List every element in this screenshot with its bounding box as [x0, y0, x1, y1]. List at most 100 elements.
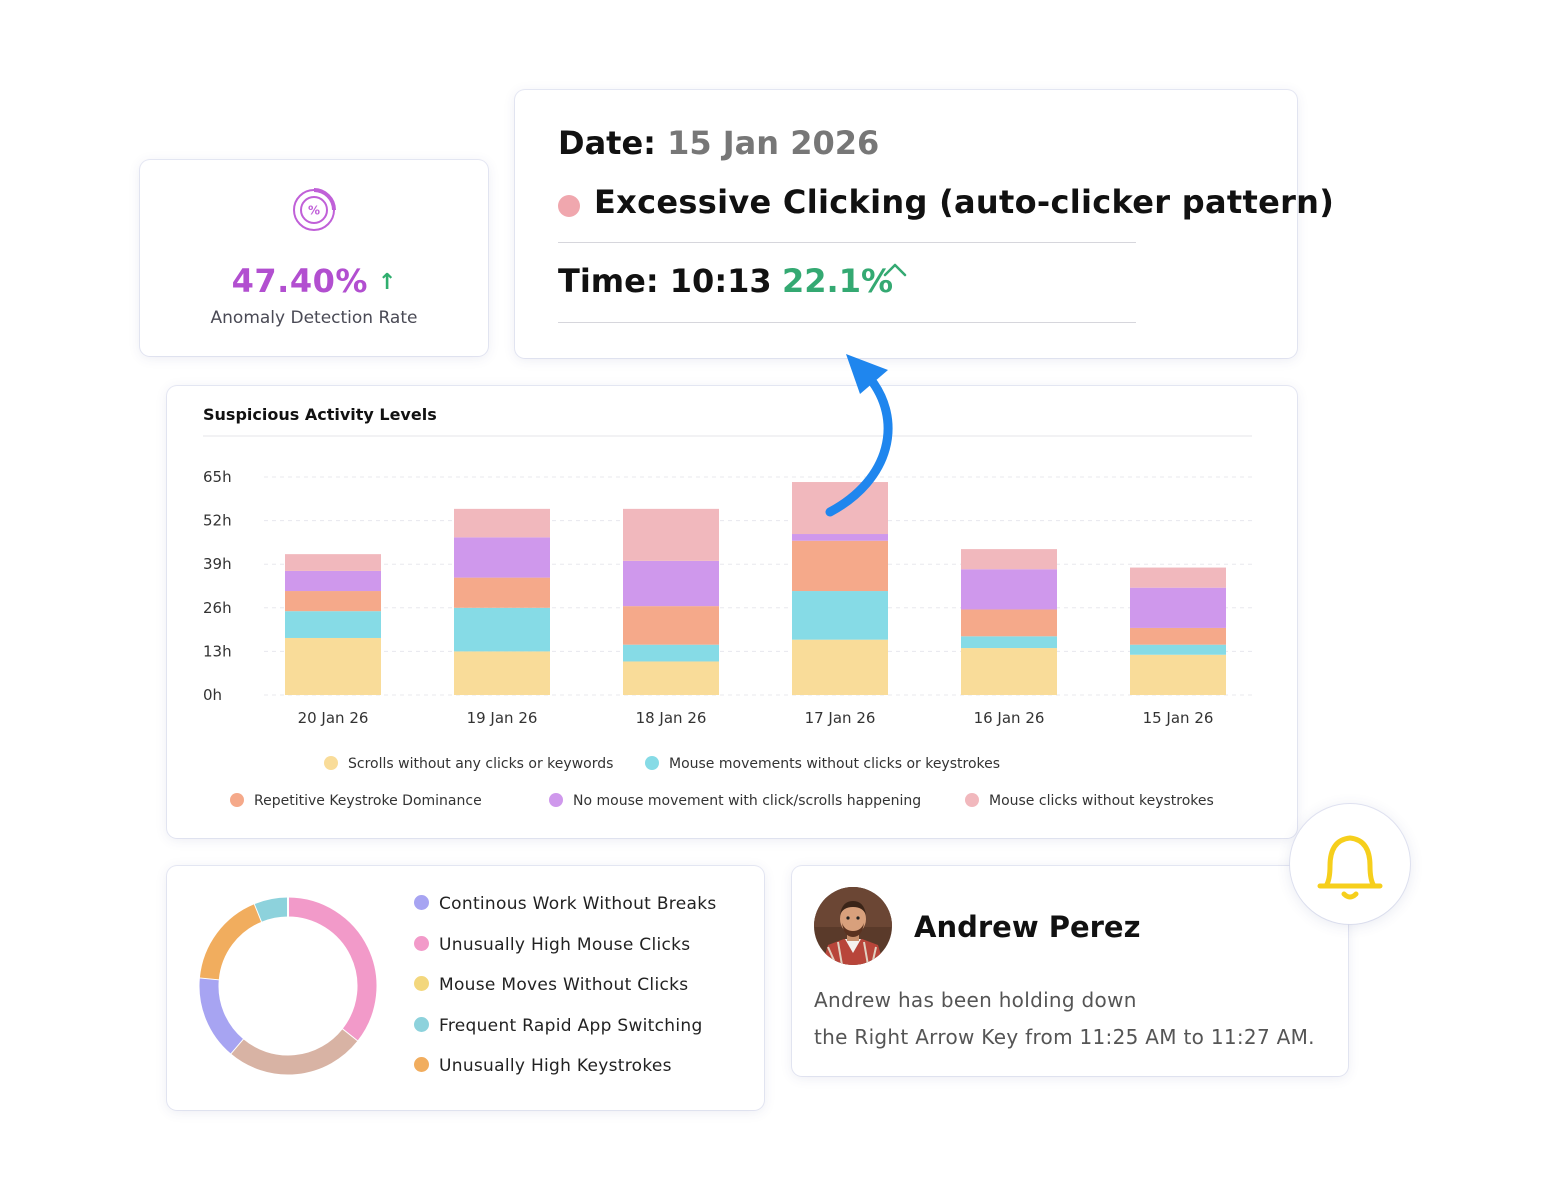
user-avatar — [814, 887, 892, 965]
donut-slice[interactable] — [199, 903, 263, 980]
bar-segment[interactable] — [961, 549, 1057, 570]
legend-item[interactable]: Mouse movements without clicks or keystr… — [645, 756, 1000, 772]
legend-dot — [414, 936, 429, 951]
y-tick-label: 0h — [203, 686, 222, 704]
y-tick-label: 52h — [203, 512, 232, 530]
user-name: Andrew Perez — [914, 910, 1141, 944]
event-percent: 22.1% — [782, 262, 894, 300]
legend-label: Mouse movements without clicks or keystr… — [669, 756, 1001, 772]
donut-legend-item[interactable]: Unusually High Keystrokes — [414, 1056, 672, 1076]
bar-segment[interactable] — [1130, 627, 1226, 645]
bar-segment[interactable] — [454, 537, 550, 578]
event-status-dot — [558, 195, 580, 217]
pointer-arrow-icon — [825, 354, 893, 517]
stacked-bar-chart: 0h 13h 26h 39h 52h 65h 20 Jan 26 19 Jan 26 18 Ja… — [203, 435, 1254, 727]
bell-icon — [1317, 835, 1383, 900]
legend-label: Mouse clicks without keystrokes — [989, 793, 1214, 809]
alert-message-line: Andrew has been holding down — [814, 988, 1137, 1012]
legend-dot — [965, 793, 979, 807]
chevron-up-icon — [883, 263, 907, 277]
legend-item[interactable]: Repetitive Keystroke Dominance — [230, 793, 482, 809]
bar-segment[interactable] — [285, 611, 381, 638]
legend-dot — [414, 895, 429, 910]
donut-legend-item[interactable]: Continous Work Without Breaks — [414, 894, 717, 914]
x-tick-label: 16 Jan 26 — [974, 709, 1045, 727]
donut-legend-item[interactable]: Mouse Moves Without Clicks — [414, 975, 688, 995]
event-detail-card — [515, 90, 1297, 358]
y-tick-label: 13h — [203, 642, 232, 660]
legend-label: Unusually High Keystrokes — [439, 1056, 672, 1076]
anomaly-rate-card — [140, 160, 488, 356]
bar-segment[interactable] — [961, 648, 1057, 695]
bar-segment[interactable] — [792, 639, 888, 695]
bar-segment[interactable] — [792, 591, 888, 640]
bar-segment[interactable] — [285, 637, 381, 695]
user-alert-card — [792, 866, 1348, 1076]
bar-segment[interactable] — [1130, 587, 1226, 628]
bar-segment[interactable] — [285, 554, 381, 571]
legend-label: Continous Work Without Breaks — [439, 894, 717, 914]
y-tick-label: 65h — [203, 468, 232, 486]
rate-value-row: 47.40% ↑ — [140, 262, 488, 300]
bar-segment[interactable] — [961, 569, 1057, 610]
donut-legend-item[interactable]: Unusually High Mouse Clicks — [414, 935, 690, 955]
bar-segment[interactable] — [961, 636, 1057, 649]
bar-segment[interactable] — [1130, 654, 1226, 695]
legend-dot — [324, 756, 338, 770]
x-tick-label: 18 Jan 26 — [636, 709, 707, 727]
donut-slice[interactable] — [254, 897, 289, 922]
bar-segment[interactable] — [454, 508, 550, 538]
bar-segment[interactable] — [792, 534, 888, 541]
event-time: Time: 10:13 — [558, 262, 772, 300]
alert-message-line: the Right Arrow Key from 11:25 AM to 11:… — [814, 1025, 1315, 1049]
donut-legend-item[interactable]: Frequent Rapid App Switching — [414, 1016, 703, 1036]
chart-title: Suspicious Activity Levels — [203, 405, 437, 424]
legend-dot — [230, 793, 244, 807]
donut-slice[interactable] — [287, 897, 377, 1042]
bar-segment[interactable] — [623, 508, 719, 561]
bar-segment[interactable] — [1130, 644, 1226, 655]
date-label: Date: — [558, 124, 656, 162]
bar-segment[interactable] — [285, 591, 381, 612]
legend-dot — [645, 756, 659, 770]
divider — [558, 322, 1136, 323]
legend-label: No mouse movement with click/scrolls hap… — [573, 793, 922, 809]
divider — [558, 242, 1136, 243]
bar-segment[interactable] — [623, 606, 719, 645]
anomaly-rate-label: Anomaly Detection Rate — [210, 308, 418, 328]
event-date: Date: 15 Jan 2026 — [558, 124, 879, 162]
legend-label: Frequent Rapid App Switching — [439, 1016, 703, 1036]
svg-text:%: % — [308, 204, 320, 218]
bar-segment[interactable] — [1130, 567, 1226, 588]
x-tick-label: 19 Jan 26 — [467, 709, 538, 727]
bar-segment[interactable] — [454, 651, 550, 695]
y-tick-label: 26h — [203, 599, 232, 617]
x-tick-label: 15 Jan 26 — [1143, 709, 1214, 727]
bar-segment[interactable] — [961, 609, 1057, 637]
bar-segment[interactable] — [623, 560, 719, 607]
notification-button[interactable] — [1290, 804, 1410, 924]
legend-dot — [414, 976, 429, 991]
bar-segment[interactable] — [454, 607, 550, 652]
date-value: 15 Jan 2026 — [667, 124, 880, 162]
legend-dot — [414, 1017, 429, 1032]
donut-slice[interactable] — [199, 977, 244, 1054]
anomaly-rate-value: 47.40% — [231, 262, 368, 300]
bar-segment[interactable] — [792, 540, 888, 592]
legend-label: Mouse Moves Without Clicks — [439, 975, 689, 995]
bar-segment[interactable] — [623, 644, 719, 662]
arrow-up-icon: ↑ — [377, 270, 397, 295]
legend-item[interactable]: Scrolls without any clicks or keywords — [324, 756, 613, 772]
legend-item[interactable]: Mouse clicks without keystrokes — [965, 793, 1214, 809]
bar-segment[interactable] — [623, 661, 719, 695]
event-title: Excessive Clicking (auto-clicker pattern… — [594, 183, 1335, 221]
y-tick-label: 39h — [203, 555, 232, 573]
legend-item[interactable]: No mouse movement with click/scrolls hap… — [549, 793, 921, 809]
bar-segment[interactable] — [285, 570, 381, 592]
donut-slice[interactable] — [230, 1029, 358, 1075]
bar-segment[interactable] — [454, 577, 550, 608]
legend-dot — [549, 793, 563, 807]
donut-chart — [198, 896, 377, 1075]
legend-label: Scrolls without any clicks or keywords — [348, 756, 614, 772]
legend-dot — [414, 1057, 429, 1072]
